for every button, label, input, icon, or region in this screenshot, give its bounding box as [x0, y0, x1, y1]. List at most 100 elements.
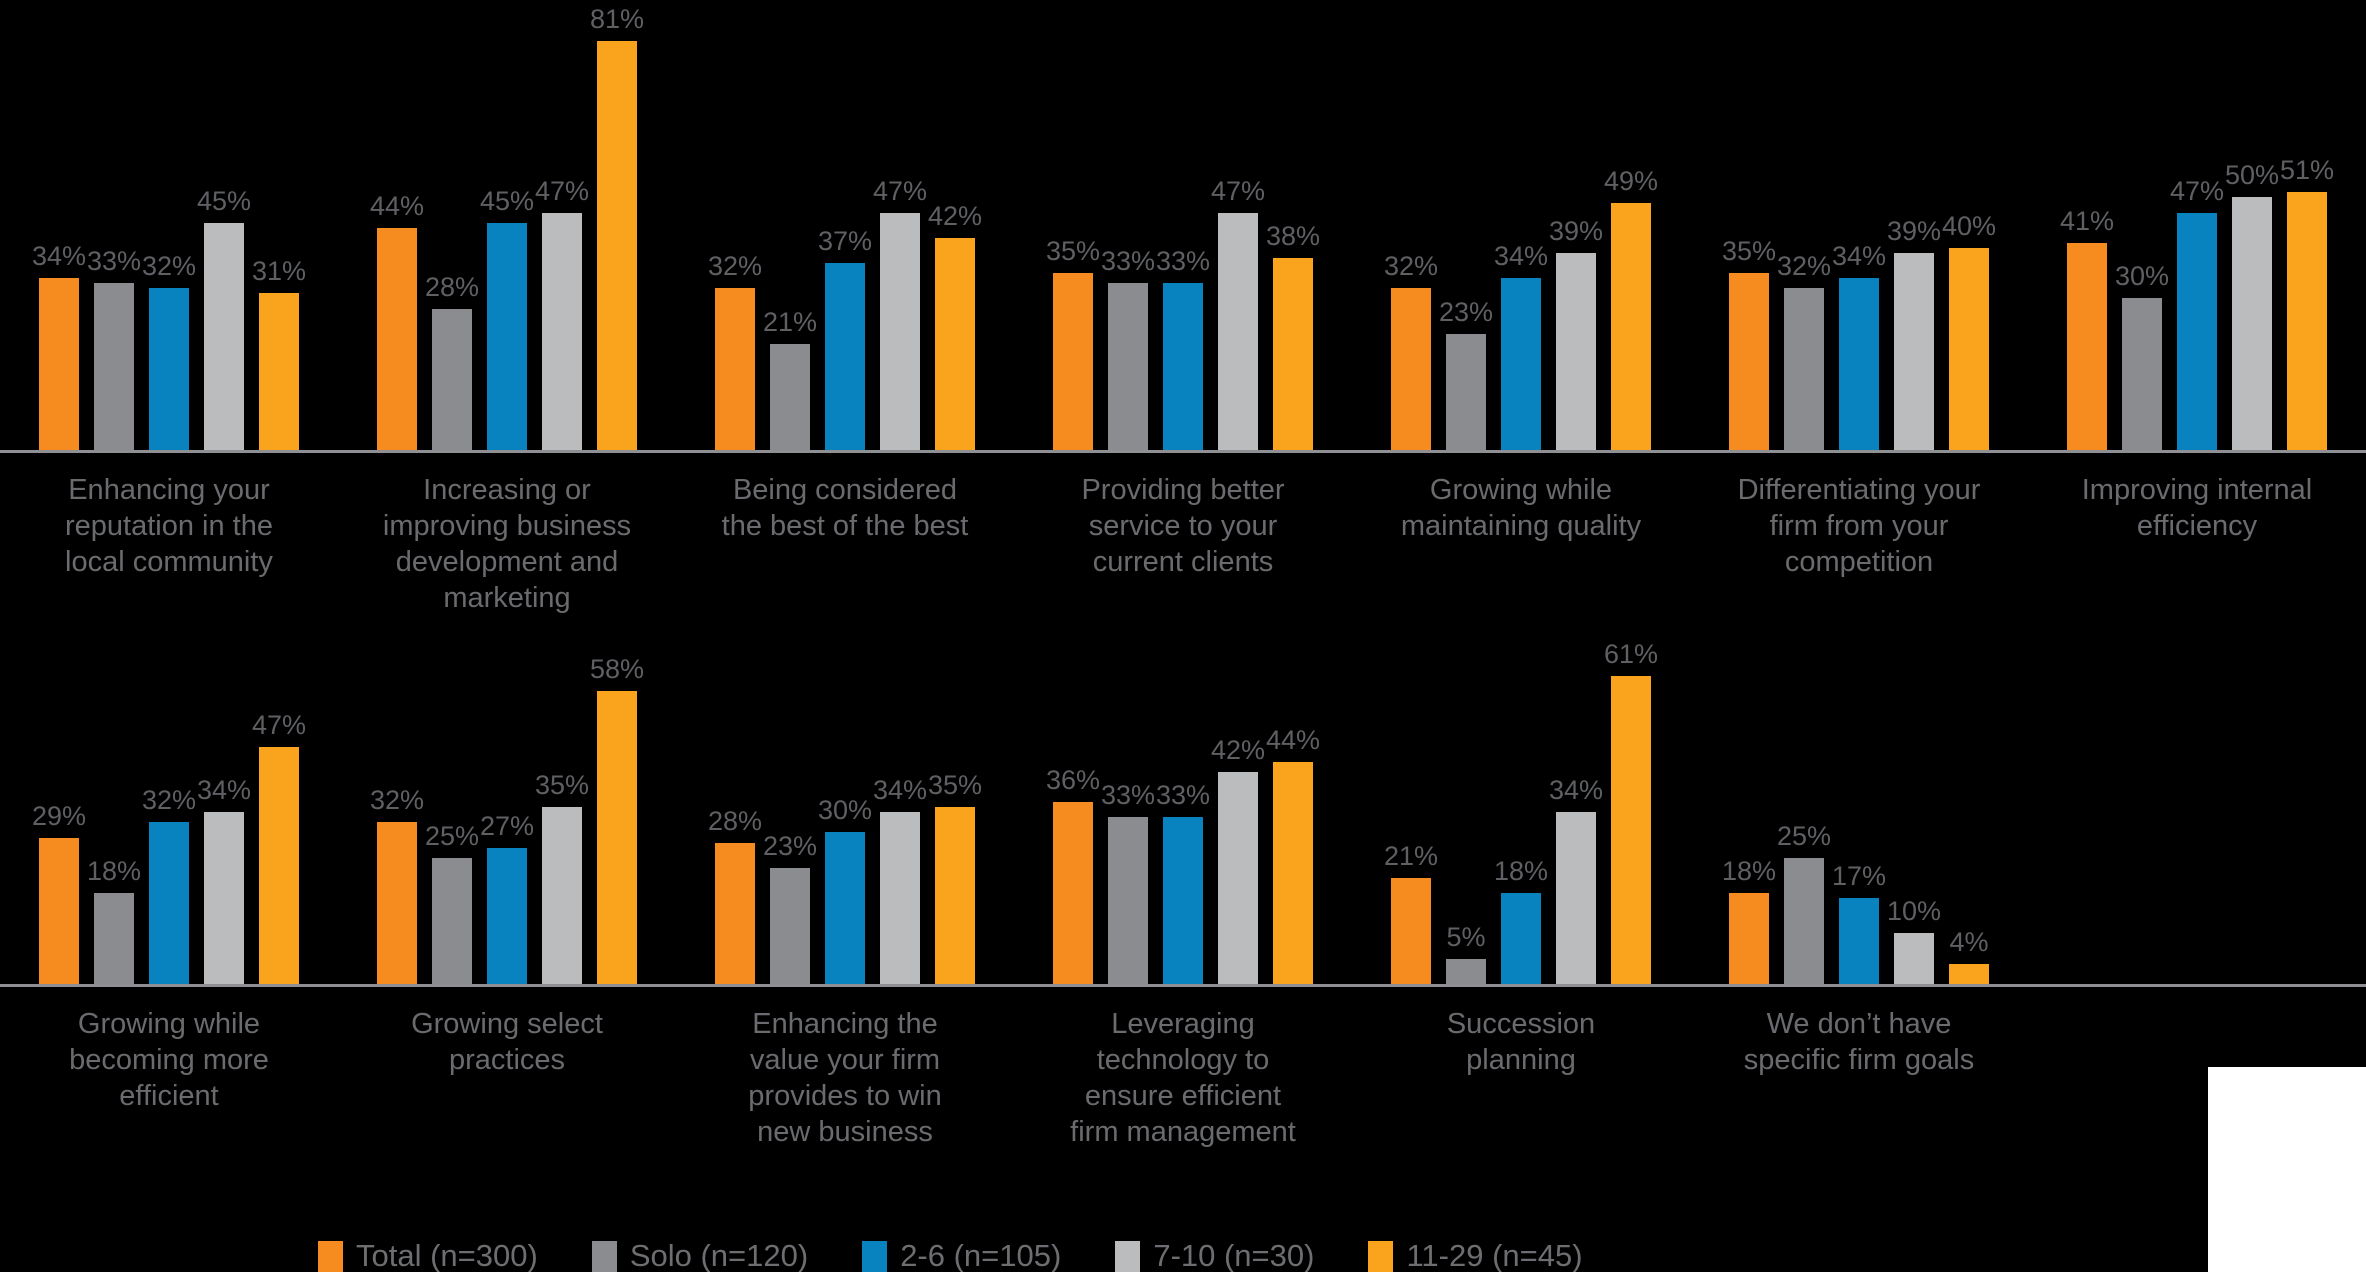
legend-item-label: Solo (n=120) [629, 1238, 809, 1272]
bar-slot: 28% [425, 274, 479, 450]
bar-value-label: 45% [479, 186, 535, 216]
bar [880, 213, 920, 450]
category-label: Leveraging technology to ensure efficien… [1070, 1008, 1296, 1148]
bar-value-label: 23% [762, 831, 818, 861]
bar-slot: 10% [1887, 898, 1941, 984]
bar-value-label: 32% [369, 785, 425, 815]
bar-value-label: 28% [707, 806, 763, 836]
bar-value-label: 34% [1831, 241, 1887, 271]
bar-cluster: 34% 33% 32% 45% 31% [32, 0, 306, 450]
bar-slot: 33% [87, 248, 141, 450]
bar-value-label: 34% [31, 241, 87, 271]
bar-group: 41% 30% 47% 50% 51% Improving internal effici… [2028, 0, 2366, 632]
legend-item-label: Total (n=300) [356, 1238, 538, 1272]
bar-value-label: 44% [369, 191, 425, 221]
bar-value-label: 4% [1949, 927, 1989, 957]
bar-slot: 18% [1494, 858, 1548, 984]
bar-value-label: 51% [2279, 155, 2335, 185]
bar [487, 223, 527, 450]
bar-value-label: 33% [1155, 246, 1211, 276]
bar-slot: 34% [197, 777, 251, 984]
bar-value-label: 32% [1776, 251, 1832, 281]
bar-slot: 32% [1777, 253, 1831, 450]
bar-value-label: 38% [1265, 221, 1321, 251]
bar-slot: 33% [1156, 782, 1210, 984]
bar [1556, 253, 1596, 450]
bar-slot: 33% [1101, 248, 1155, 450]
legend-item-label: 11-29 (n=45) [1406, 1238, 1583, 1272]
bar [204, 812, 244, 984]
category-label: Being considered the best of the best [721, 474, 969, 542]
bar [597, 41, 637, 450]
bar-value-label: 81% [589, 4, 645, 34]
bar [259, 293, 299, 450]
bar [1273, 258, 1313, 450]
category-label: Enhancing the value your firm provides t… [748, 1008, 942, 1148]
bar-value-label: 21% [1383, 841, 1439, 871]
bar-value-label: 17% [1831, 861, 1887, 891]
bar [1108, 283, 1148, 450]
bar-slot: 32% [1384, 253, 1438, 450]
bar-value-label: 39% [1548, 216, 1604, 246]
bar-value-label: 18% [1493, 856, 1549, 886]
bar-value-label: 44% [1265, 725, 1321, 755]
bar-slot: 35% [535, 772, 589, 984]
bar-slot: 21% [1384, 843, 1438, 984]
bar [880, 812, 920, 984]
axis-line [0, 450, 2366, 453]
bar-value-label: 21% [762, 307, 818, 337]
category-label: Providing better service to your current… [1081, 474, 1285, 578]
bar-cluster: 32% 21% 37% 47% 42% [708, 0, 982, 450]
bar-slot: 47% [873, 178, 927, 450]
category-label: Growing select practices [411, 1008, 603, 1076]
bar-slot: 34% [1549, 777, 1603, 984]
bar-value-label: 42% [1210, 735, 1266, 765]
bar-value-label: 27% [479, 811, 535, 841]
legend: Total (n=300) Solo (n=120) 2-6 (n=105) 7-10… [318, 1238, 2366, 1272]
bar-value-label: 35% [927, 770, 983, 800]
bar-slot: 32% [142, 787, 196, 984]
chart-row: 34% 33% 32% 45% 31% Enhancing your reputation… [0, 0, 2366, 632]
legend-item: Solo (n=120) [591, 1238, 809, 1272]
bar [1391, 878, 1431, 984]
bar-cluster: 36% 33% 33% 42% 44% [1046, 632, 1320, 984]
bar [1784, 858, 1824, 984]
bar-slot: 30% [2115, 263, 2169, 450]
legend-item: 7-10 (n=30) [1115, 1238, 1314, 1272]
bar-value-label: 50% [2224, 160, 2280, 190]
bar-value-label: 31% [251, 256, 307, 286]
bar-value-label: 33% [1100, 780, 1156, 810]
bar [487, 848, 527, 984]
bar-cluster: 29% 18% 32% 34% 47% [32, 632, 306, 984]
bar-slot: 40% [1942, 213, 1996, 450]
bar-slot: 81% [590, 6, 644, 450]
bar-slot: 35% [1046, 238, 1100, 450]
bar [377, 822, 417, 984]
bar-slot: 18% [1722, 858, 1776, 984]
bar [1949, 964, 1989, 984]
bar-slot: 38% [1266, 223, 1320, 450]
bar-value-label: 32% [707, 251, 763, 281]
bar-value-label: 35% [534, 770, 590, 800]
bar-slot: 51% [2280, 157, 2334, 450]
bar [1273, 762, 1313, 984]
bar-slot: 34% [1494, 243, 1548, 450]
bar-slot: 32% [370, 787, 424, 984]
bar-group: 32% 23% 34% 39% 49% Growing while maintaining… [1352, 0, 1690, 632]
category-label: Improving internal efficiency [2081, 474, 2313, 542]
bar-slot: 37% [818, 228, 872, 450]
bar-value-label: 37% [817, 226, 873, 256]
bar [1611, 203, 1651, 450]
bar-slot: 49% [1604, 168, 1658, 450]
bar-cluster: 21% 5% 18% 34% 61% [1384, 632, 1658, 984]
bar-slot: 47% [252, 712, 306, 984]
bar-slot: 23% [763, 833, 817, 984]
bar-slot: 47% [1211, 178, 1265, 450]
bar-slot: 34% [1832, 243, 1886, 450]
bar-value-label: 30% [817, 795, 873, 825]
bar-cluster: 41% 30% 47% 50% 51% [2060, 0, 2334, 450]
bar-value-label: 39% [1886, 216, 1942, 246]
legend-item: Total (n=300) [318, 1238, 538, 1272]
bar [715, 288, 755, 450]
